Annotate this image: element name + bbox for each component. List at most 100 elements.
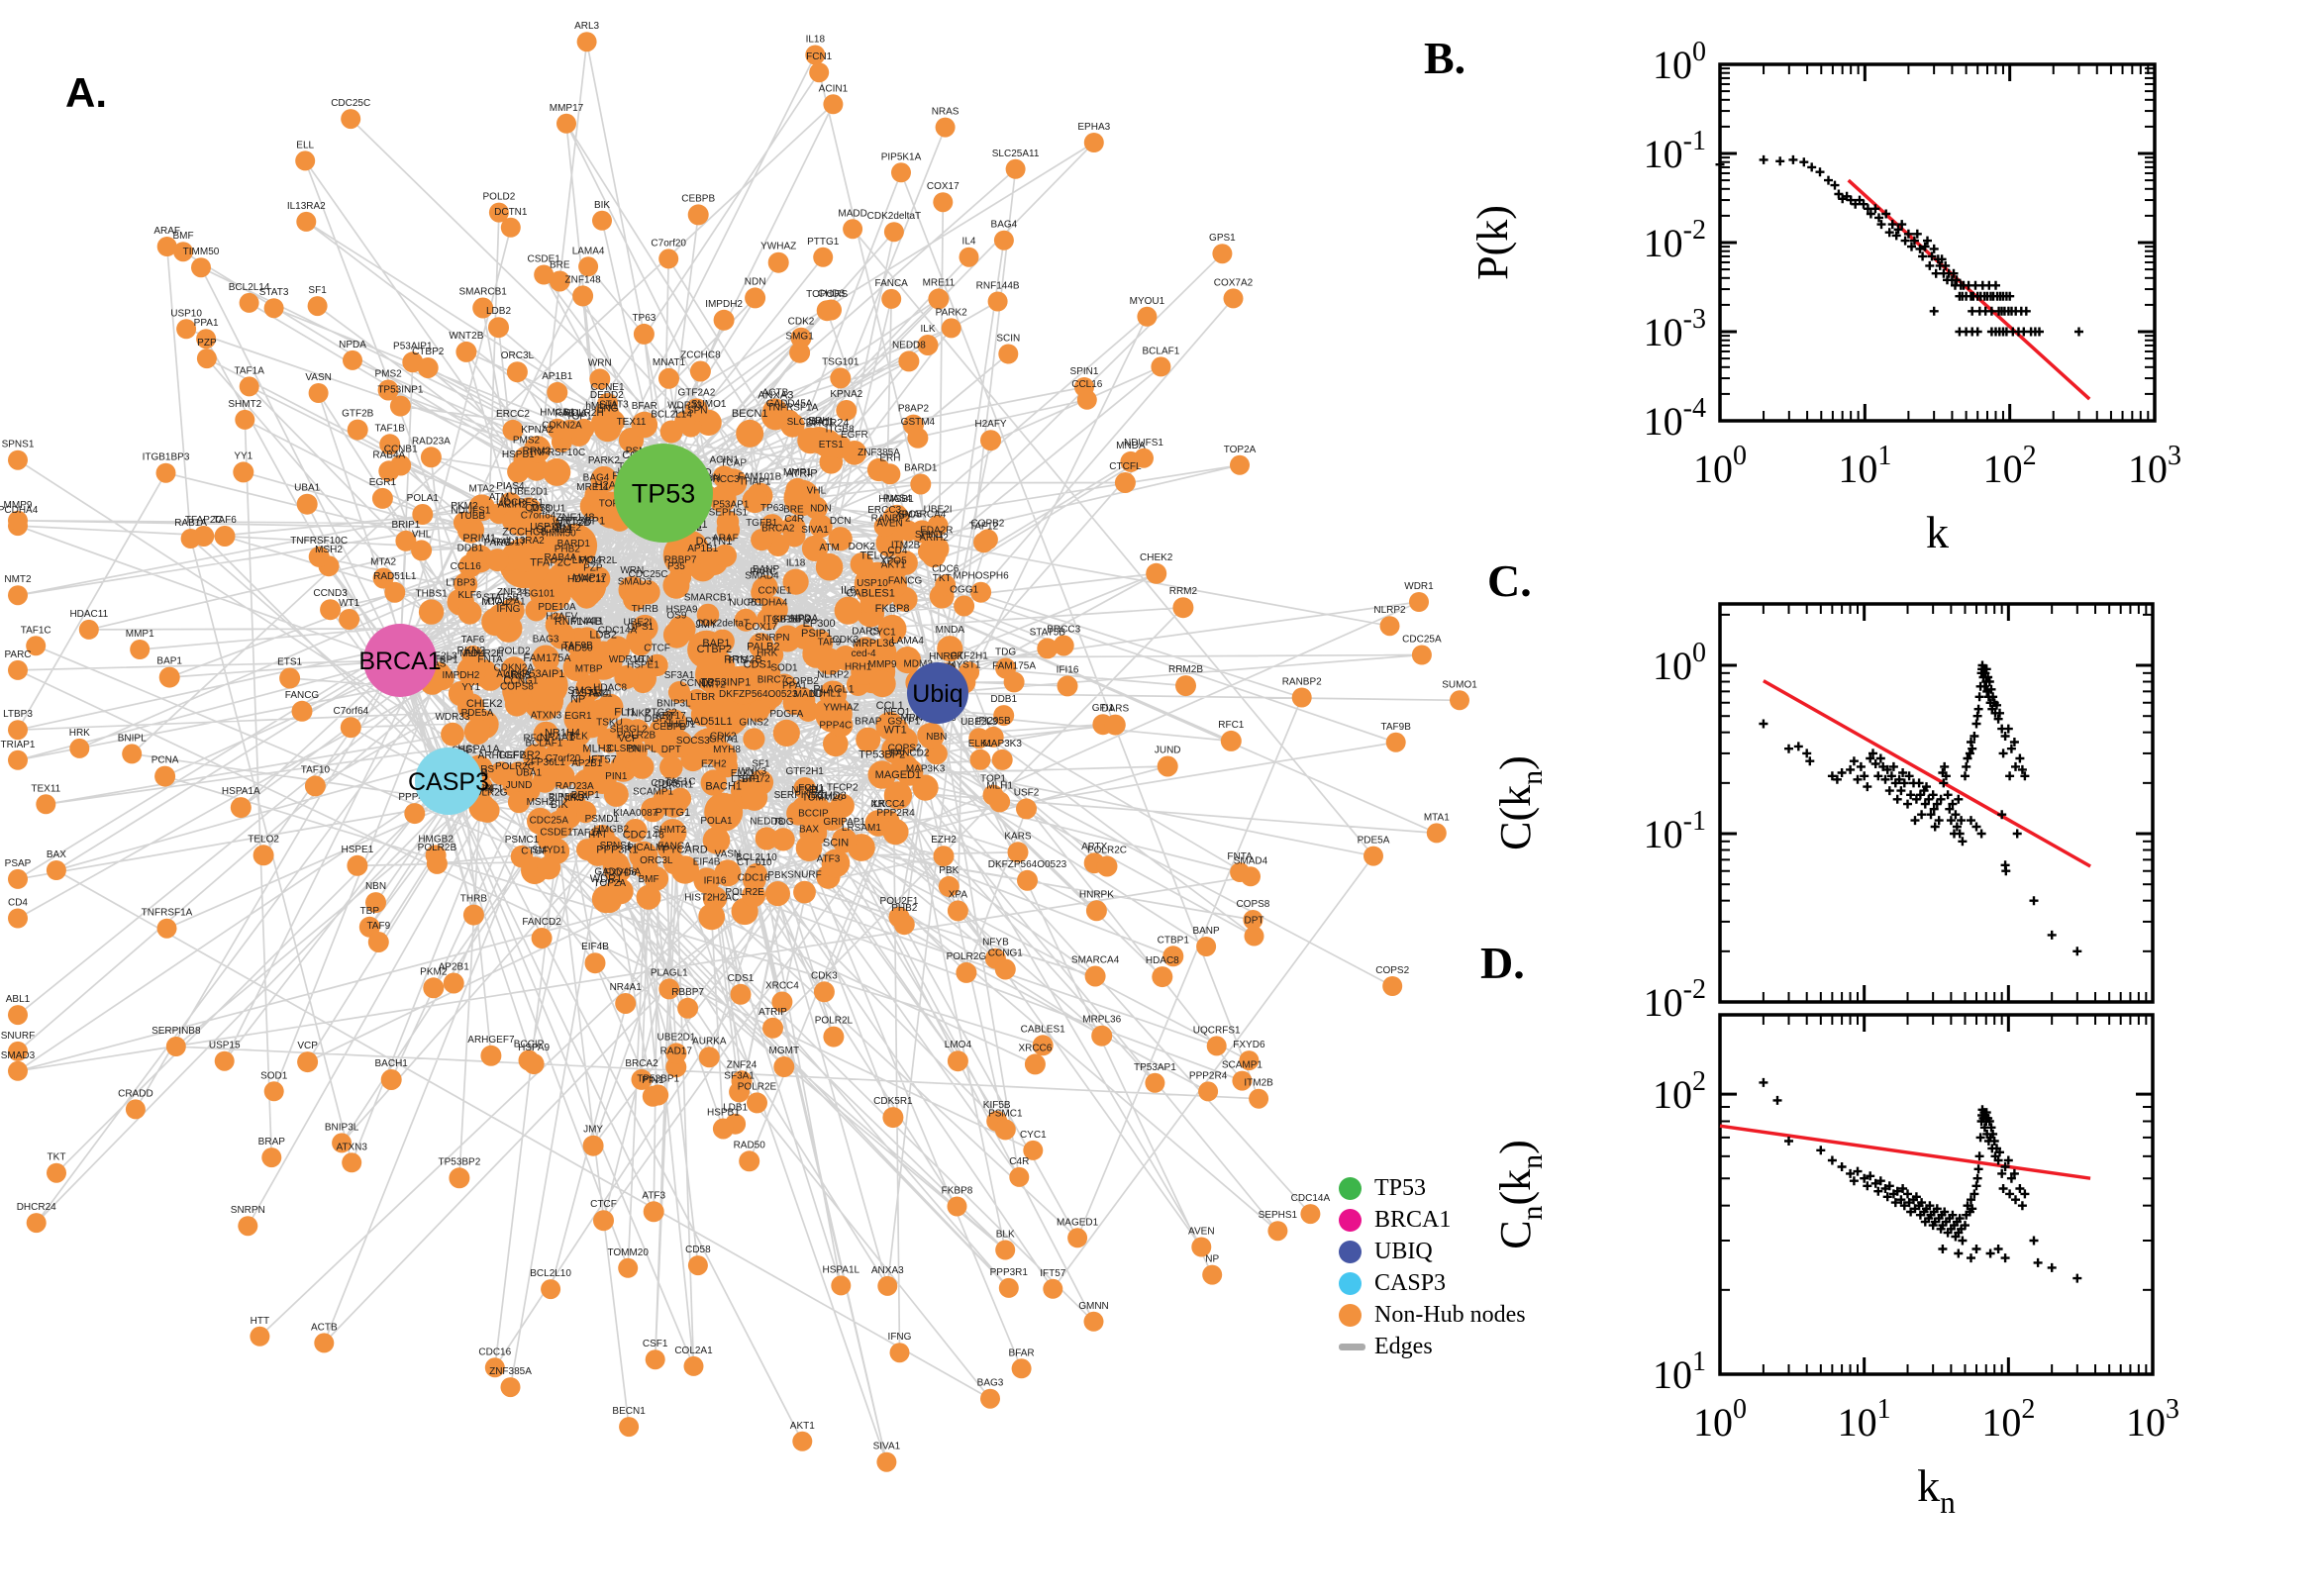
network-node[interactable] <box>593 1210 614 1232</box>
network-node[interactable] <box>927 515 949 537</box>
network-node[interactable] <box>891 162 911 183</box>
network-node[interactable] <box>1230 862 1251 882</box>
network-node[interactable] <box>500 1377 521 1398</box>
network-node[interactable] <box>532 645 559 673</box>
network-node[interactable] <box>658 978 680 1000</box>
network-node[interactable] <box>603 855 632 884</box>
network-node[interactable] <box>632 853 658 879</box>
network-node[interactable] <box>1206 1036 1227 1056</box>
network-node[interactable] <box>702 827 731 854</box>
network-node[interactable] <box>633 323 655 345</box>
network-node[interactable] <box>790 327 812 349</box>
network-node[interactable] <box>859 589 885 614</box>
network-node[interactable] <box>295 150 316 171</box>
network-node[interactable] <box>933 846 955 867</box>
network-node[interactable] <box>456 656 486 686</box>
network-node[interactable] <box>555 803 577 827</box>
network-node[interactable] <box>893 647 922 674</box>
network-node[interactable] <box>297 1051 319 1073</box>
network-node[interactable] <box>912 774 939 801</box>
network-node[interactable] <box>507 791 531 814</box>
network-node[interactable] <box>122 744 143 764</box>
network-node[interactable] <box>959 247 979 267</box>
network-node[interactable] <box>468 494 495 522</box>
network-node[interactable] <box>644 724 672 753</box>
network-node[interactable] <box>998 344 1019 364</box>
network-node[interactable] <box>941 318 961 339</box>
network-node[interactable] <box>502 419 524 441</box>
network-node[interactable] <box>747 1092 767 1114</box>
network-node[interactable] <box>384 581 406 603</box>
network-node[interactable] <box>630 754 655 779</box>
network-node[interactable] <box>341 109 361 130</box>
network-node[interactable] <box>893 914 915 936</box>
network-node[interactable] <box>813 981 835 1003</box>
network-node[interactable] <box>8 908 28 929</box>
network-node[interactable] <box>155 462 176 483</box>
network-node[interactable] <box>868 638 897 666</box>
network-node[interactable] <box>8 659 28 680</box>
network-node[interactable] <box>1005 158 1026 179</box>
network-node[interactable] <box>783 525 806 548</box>
network-node[interactable] <box>455 341 477 362</box>
network-node[interactable] <box>1043 1278 1063 1299</box>
network-node[interactable] <box>448 681 473 707</box>
network-node[interactable] <box>250 1326 270 1347</box>
network-node[interactable] <box>154 765 176 787</box>
network-node[interactable] <box>843 219 863 240</box>
network-node[interactable] <box>173 242 193 262</box>
network-node[interactable] <box>739 1150 760 1172</box>
network-node[interactable] <box>689 360 711 382</box>
network-node[interactable] <box>947 900 968 922</box>
network-node[interactable] <box>1267 1221 1288 1242</box>
network-node[interactable] <box>799 793 823 817</box>
network-node[interactable] <box>548 739 577 767</box>
network-node[interactable] <box>741 784 768 811</box>
network-node[interactable] <box>995 1240 1016 1260</box>
network-node[interactable] <box>1411 645 1432 665</box>
network-node[interactable] <box>304 775 326 797</box>
network-node[interactable] <box>584 483 608 508</box>
network-node[interactable] <box>851 659 876 685</box>
network-node[interactable] <box>525 514 551 540</box>
network-node[interactable] <box>917 335 939 355</box>
network-node[interactable] <box>998 1277 1019 1298</box>
network-node[interactable] <box>947 1050 968 1072</box>
network-node[interactable] <box>291 700 313 722</box>
network-node[interactable] <box>1175 675 1196 697</box>
network-node[interactable] <box>441 722 464 747</box>
network-node[interactable] <box>698 903 726 931</box>
network-node[interactable] <box>883 222 904 243</box>
network-node[interactable] <box>1016 798 1037 820</box>
network-node[interactable] <box>762 1017 783 1039</box>
network-node[interactable] <box>500 656 528 683</box>
network-node[interactable] <box>574 585 599 609</box>
network-node[interactable] <box>505 761 534 790</box>
network-node[interactable] <box>156 918 177 939</box>
network-node[interactable] <box>918 722 945 749</box>
network-node[interactable] <box>1011 1358 1032 1379</box>
network-node[interactable] <box>719 468 748 497</box>
network-node[interactable] <box>463 718 491 746</box>
network-node[interactable] <box>454 572 478 597</box>
network-node[interactable] <box>420 447 442 468</box>
network-node[interactable] <box>125 1099 146 1120</box>
network-node[interactable] <box>1096 855 1118 877</box>
network-node[interactable] <box>993 230 1014 250</box>
network-node[interactable] <box>935 117 956 138</box>
network-node[interactable] <box>263 298 284 319</box>
network-node[interactable] <box>658 367 679 389</box>
network-node[interactable] <box>1230 454 1250 475</box>
network-node[interactable] <box>1364 846 1383 866</box>
network-node[interactable] <box>307 296 328 317</box>
network-node[interactable] <box>1084 965 1106 987</box>
network-node[interactable] <box>805 45 826 65</box>
network-node[interactable] <box>8 1041 28 1061</box>
network-node[interactable] <box>683 1355 704 1376</box>
network-node[interactable] <box>545 613 569 637</box>
network-node[interactable] <box>506 361 528 383</box>
network-node[interactable] <box>589 368 611 390</box>
network-node[interactable] <box>980 430 1001 451</box>
network-node[interactable] <box>500 217 521 238</box>
network-node[interactable] <box>669 787 692 810</box>
